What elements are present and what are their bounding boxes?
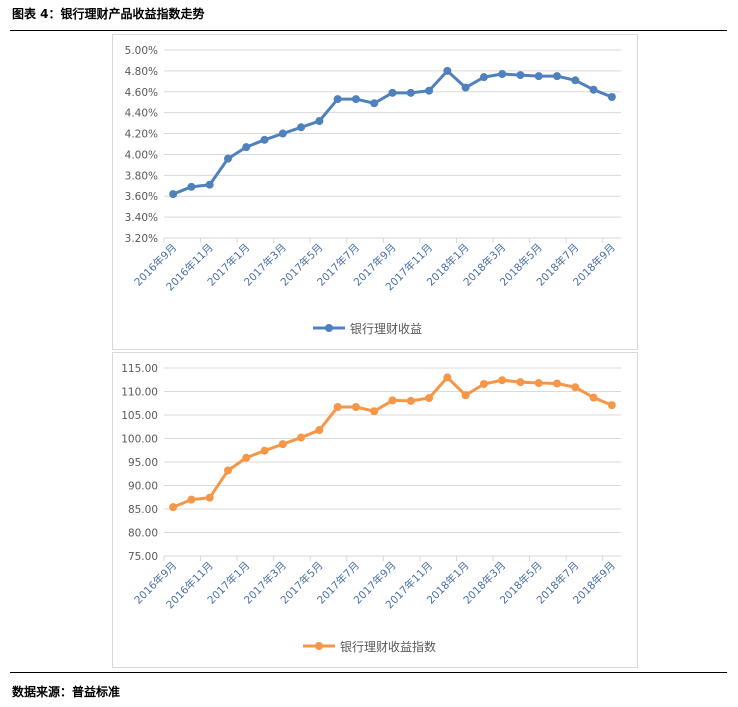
data-point — [443, 373, 452, 382]
data-point — [278, 440, 287, 449]
data-point — [479, 73, 488, 82]
index-chart-svg: 75.00 80.00 85.00 90.00 95.00 100.00 105.00 110… — [121, 363, 621, 654]
data-point — [187, 495, 196, 504]
data-point — [461, 83, 470, 92]
data-point — [406, 88, 415, 97]
data-point — [553, 72, 562, 81]
y-tick-label: 105.00 — [121, 410, 158, 422]
data-point — [315, 117, 324, 126]
data-point — [406, 396, 415, 405]
data-point — [260, 135, 269, 144]
y-tick-label: 80.00 — [128, 528, 158, 540]
data-point — [187, 182, 196, 191]
data-point — [589, 85, 598, 94]
y-tick-label: 5.00% — [125, 45, 158, 57]
data-point — [553, 379, 562, 388]
y-tick-label: 110.00 — [121, 387, 158, 399]
data-point — [534, 379, 543, 388]
data-point — [461, 391, 470, 400]
data-point — [571, 76, 580, 85]
data-point — [333, 95, 342, 104]
data-point — [498, 376, 507, 385]
y-tick-label: 75.00 — [128, 551, 158, 563]
data-point — [242, 453, 251, 462]
data-point — [388, 88, 397, 97]
top-divider — [10, 30, 727, 31]
data-point — [534, 72, 543, 81]
data-point — [479, 379, 488, 388]
figure-title: 图表 4：银行理财产品收益指数走势 — [12, 7, 205, 21]
data-point — [223, 466, 232, 475]
legend-marker — [325, 324, 333, 332]
data-point — [571, 383, 580, 392]
data-point — [351, 403, 360, 412]
data-point — [333, 403, 342, 412]
bottom-divider — [10, 672, 727, 673]
data-point — [351, 95, 360, 104]
data-point — [169, 190, 178, 199]
data-point — [516, 71, 525, 80]
data-point — [425, 394, 434, 403]
y-tick-label: 4.60% — [125, 87, 158, 99]
data-point — [443, 66, 452, 75]
data-point — [370, 99, 379, 108]
y-tick-label: 100.00 — [121, 434, 158, 446]
data-point — [260, 446, 269, 455]
y-tick-label: 115.00 — [121, 363, 158, 375]
data-point — [297, 433, 306, 442]
yield-chart-svg: 3.20% 3.40% 3.60% 3.80% 4.00% 4.20% 4.40% 4.60%… — [125, 45, 621, 336]
data-point — [297, 123, 306, 132]
y-tick-label: 3.60% — [125, 191, 158, 203]
data-point — [242, 143, 251, 152]
data-point — [315, 426, 324, 435]
yield-chart: 3.20% 3.40% 3.60% 3.80% 4.00% 4.20% 4.40% 4.60%… — [112, 34, 638, 350]
data-point — [607, 401, 616, 410]
data-point — [205, 180, 214, 189]
legend-marker — [315, 642, 323, 650]
source-note: 数据来源：普益标准 — [12, 685, 121, 699]
y-tick-label: 4.80% — [125, 66, 158, 78]
data-point — [205, 493, 214, 502]
y-tick-label: 3.80% — [125, 170, 158, 182]
data-point — [169, 503, 178, 512]
data-point — [278, 129, 287, 138]
data-point — [388, 396, 397, 405]
y-tick-label: 85.00 — [128, 504, 158, 516]
data-point — [589, 393, 598, 402]
y-tick-label: 4.20% — [125, 129, 158, 141]
data-point — [370, 407, 379, 416]
y-tick-label: 4.40% — [125, 108, 158, 120]
y-tick-label: 3.20% — [125, 233, 158, 245]
data-point — [498, 70, 507, 79]
y-tick-label: 3.40% — [125, 212, 158, 224]
legend-label: 银行理财收益 — [350, 322, 422, 336]
data-point — [425, 86, 434, 95]
data-point — [607, 93, 616, 101]
legend-label: 银行理财收益指数 — [340, 639, 436, 654]
index-chart: 75.00 80.00 85.00 90.00 95.00 100.00 105.00 110… — [112, 352, 638, 668]
y-tick-label: 90.00 — [128, 481, 158, 493]
data-point — [516, 378, 525, 387]
y-tick-label: 4.00% — [125, 149, 158, 161]
y-tick-label: 95.00 — [128, 457, 158, 469]
data-point — [223, 154, 232, 163]
